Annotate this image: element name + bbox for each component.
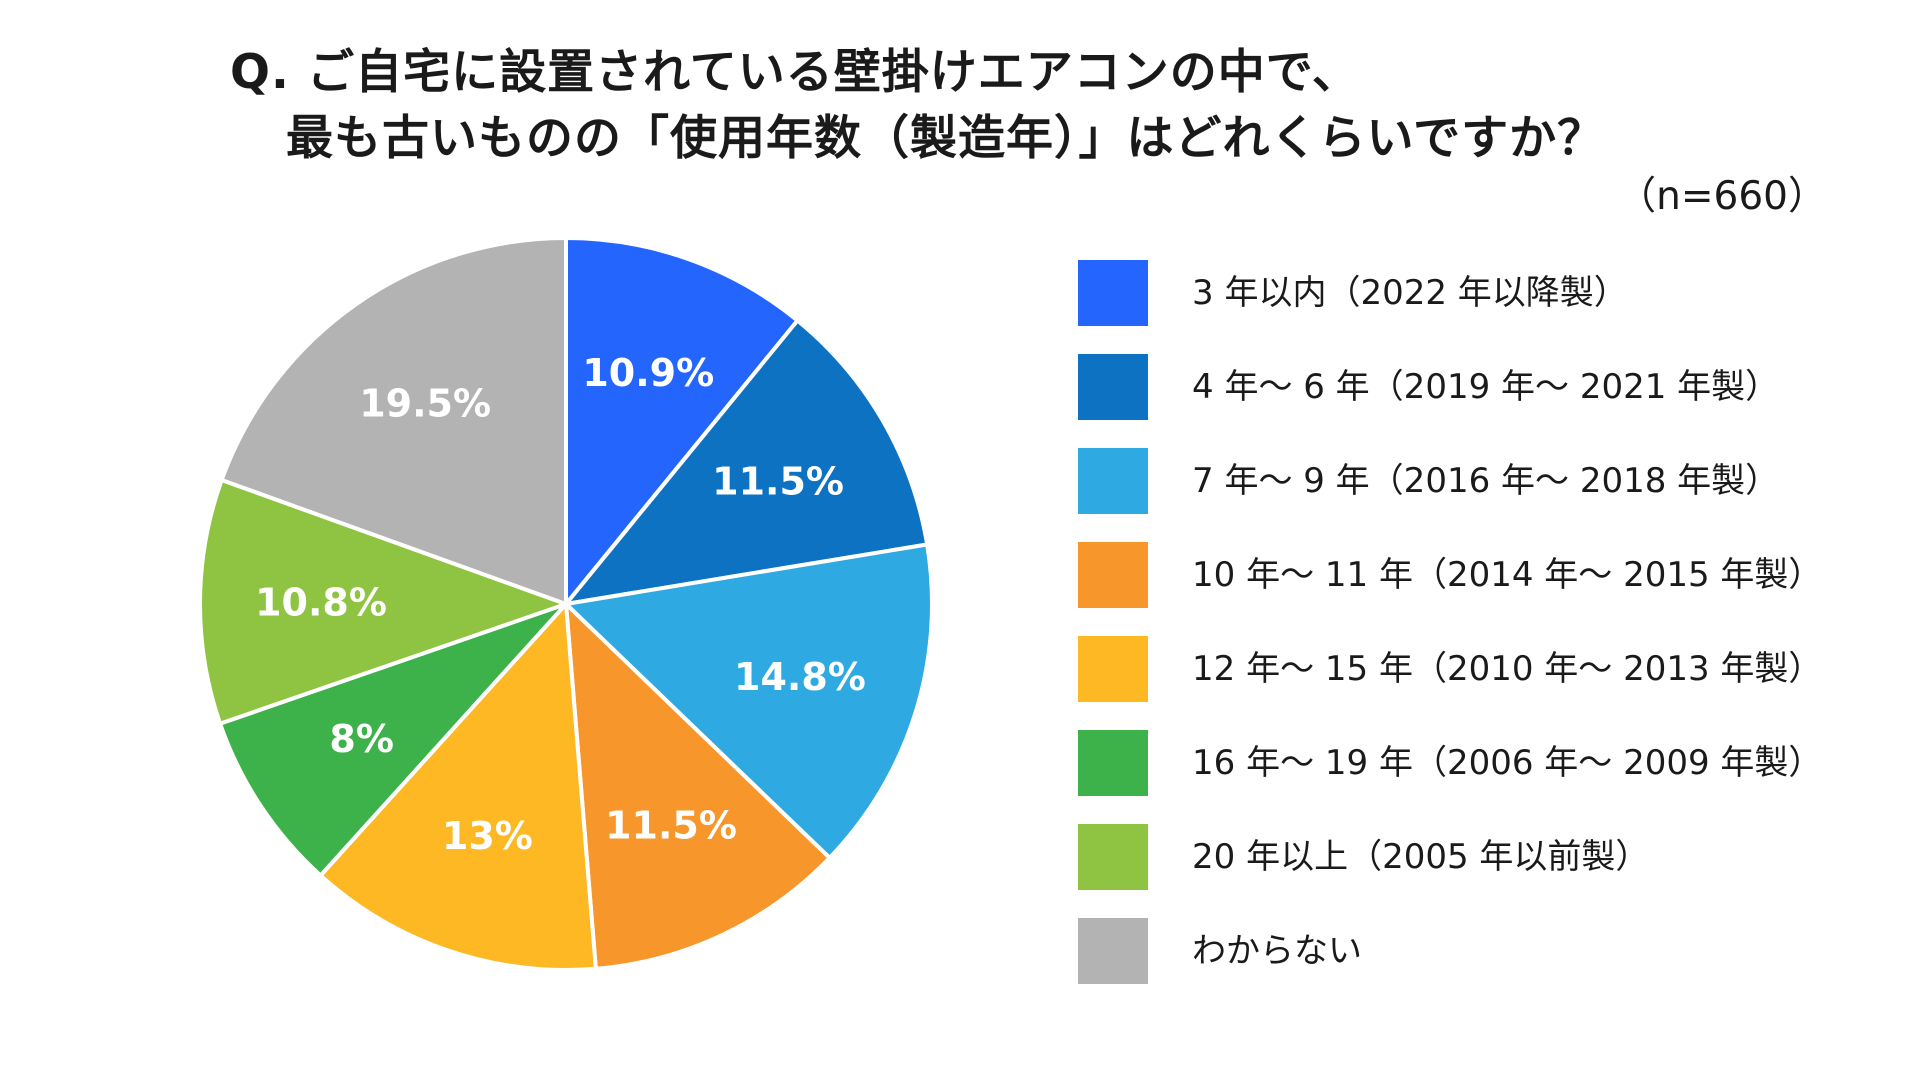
legend-swatch [1078, 542, 1148, 608]
legend-item: 3 年以内（2022 年以降製） [1078, 260, 1628, 326]
legend-item: 12 年～ 15 年（2010 年～ 2013 年製） [1078, 636, 1822, 702]
legend-item: 7 年～ 9 年（2016 年～ 2018 年製） [1078, 448, 1779, 514]
legend-swatch [1078, 260, 1148, 326]
legend-item: わからない [1078, 918, 1362, 984]
chart-title: Q. ご自宅に設置されている壁掛けエアコンの中で、 最も古いものの「使用年数（製… [230, 40, 1605, 172]
legend-swatch [1078, 730, 1148, 796]
pie-slice-label-1: 10.9% [582, 351, 714, 395]
pie-slice-8 [219, 236, 568, 606]
legend-swatch [1078, 824, 1148, 890]
pie-slice-2 [564, 318, 930, 606]
pie-slice-label-5: 13% [442, 814, 533, 858]
legend-swatch [1078, 918, 1148, 984]
legend-label: 10 年～ 11 年（2014 年～ 2015 年製） [1192, 555, 1823, 595]
legend-swatch [1078, 354, 1148, 420]
legend-swatch [1078, 448, 1148, 514]
pie-slice-6 [218, 602, 568, 878]
pie-slice-label-4: 11.5% [605, 803, 737, 847]
sample-size: （n=660） [1617, 174, 1827, 219]
pie-slice-label-6: 8% [329, 717, 394, 761]
pie-slice-label-2: 11.5% [712, 459, 844, 503]
legend-item: 10 年～ 11 年（2014 年～ 2015 年製） [1078, 542, 1822, 608]
pie-slice-5 [318, 602, 598, 972]
pie-chart: 10.9% 11.5% 14.8% 11.5% 13% 8% 10.8% 19.5% [198, 236, 934, 972]
legend-label: 7 年～ 9 年（2016 年～ 2018 年製） [1192, 461, 1780, 501]
legend-label: 16 年～ 19 年（2006 年～ 2009 年製） [1192, 743, 1823, 783]
pie-slice-7 [198, 478, 568, 726]
pie-slice-1 [564, 236, 800, 606]
legend-label: 4 年～ 6 年（2019 年～ 2021 年製） [1192, 367, 1780, 407]
legend-label: 3 年以内（2022 年以降製） [1192, 273, 1628, 313]
legend-item: 20 年以上（2005 年以前製） [1078, 824, 1649, 890]
chart-title-line1: Q. ご自宅に設置されている壁掛けエアコンの中で、 [230, 45, 1360, 100]
pie-slice-3 [564, 542, 934, 860]
chart-title-line2: 最も古いものの「使用年数（製造年）」はどれくらいですか？ [286, 111, 1606, 166]
legend-swatch [1078, 636, 1148, 702]
legend-item: 16 年～ 19 年（2006 年～ 2009 年製） [1078, 730, 1822, 796]
legend-label: 20 年以上（2005 年以前製） [1192, 837, 1650, 877]
pie-slice-label-3: 14.8% [734, 655, 866, 699]
legend-label: わからない [1192, 931, 1362, 971]
pie-slice-label-7: 10.8% [255, 580, 387, 624]
pie-slice-label-8: 19.5% [359, 382, 491, 426]
pie-slice-4 [564, 602, 832, 971]
legend-label: 12 年～ 15 年（2010 年～ 2013 年製） [1192, 649, 1823, 689]
legend-item: 4 年～ 6 年（2019 年～ 2021 年製） [1078, 354, 1779, 420]
